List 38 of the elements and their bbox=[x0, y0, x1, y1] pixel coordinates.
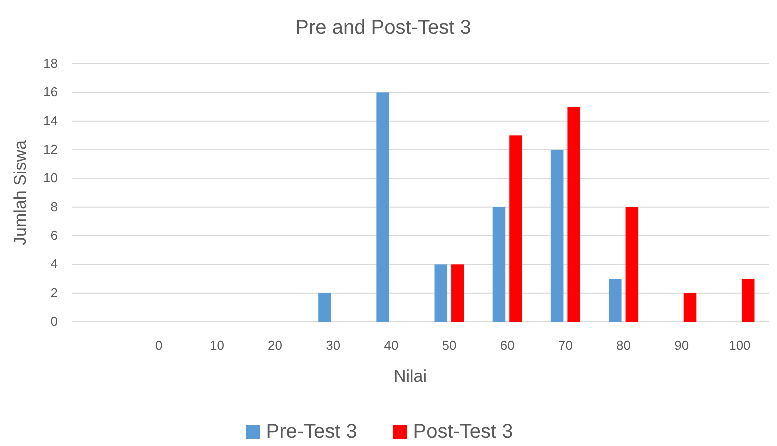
x-axis-title: Nilai bbox=[394, 367, 428, 386]
x-tick-label: 100 bbox=[729, 338, 751, 353]
bar bbox=[684, 293, 697, 322]
x-tick-label: 90 bbox=[674, 338, 690, 353]
bar bbox=[510, 136, 522, 322]
x-tick-label: 10 bbox=[210, 338, 224, 353]
y-tick-label: 4 bbox=[50, 256, 58, 272]
chart-title: Pre and Post-Test 3 bbox=[296, 17, 472, 39]
bar bbox=[609, 279, 622, 322]
x-tick-label: 80 bbox=[616, 338, 632, 353]
bar bbox=[568, 107, 580, 322]
y-tick-label: 10 bbox=[44, 170, 58, 186]
bar bbox=[742, 279, 755, 322]
x-tick-label: 0 bbox=[156, 338, 163, 353]
bar bbox=[492, 207, 506, 322]
x-tick-label: 30 bbox=[326, 338, 341, 353]
y-tick-label: 8 bbox=[50, 199, 58, 214]
y-tick-label: 14 bbox=[44, 113, 58, 128]
x-tick-label: 50 bbox=[442, 338, 457, 353]
legend-label: Post-Test 3 bbox=[413, 421, 514, 443]
bar bbox=[318, 293, 332, 322]
bar bbox=[550, 150, 564, 322]
bar bbox=[452, 264, 464, 322]
bar bbox=[434, 264, 448, 322]
y-tick-label: 16 bbox=[44, 84, 58, 100]
x-tick-label: 60 bbox=[500, 338, 515, 353]
y-tick-label: 2 bbox=[50, 285, 58, 300]
x-tick-label: 70 bbox=[558, 338, 573, 353]
y-tick-label: 6 bbox=[50, 228, 58, 243]
bar bbox=[626, 207, 639, 322]
bar bbox=[376, 92, 390, 322]
y-tick-label: 12 bbox=[44, 142, 58, 157]
legend-label: Pre-Test 3 bbox=[266, 421, 358, 443]
y-tick-label: 18 bbox=[44, 56, 58, 71]
x-tick-label: 40 bbox=[384, 338, 399, 353]
y-tick-label: 0 bbox=[50, 314, 58, 329]
y-axis-title: Jumlah Siswa bbox=[11, 140, 30, 246]
x-tick-label: 20 bbox=[268, 338, 283, 353]
